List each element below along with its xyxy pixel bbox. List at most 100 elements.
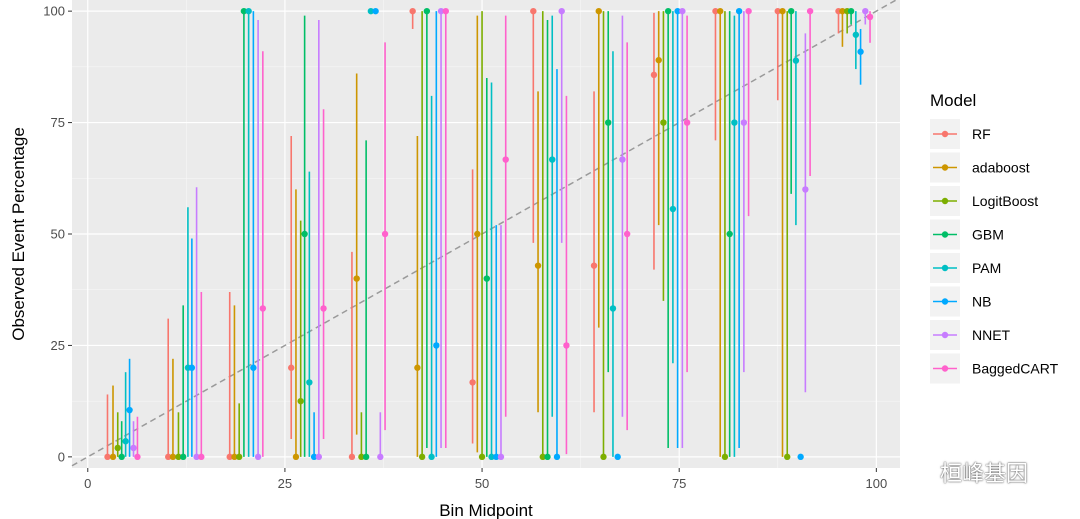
legend-item-gbm: GBM [930, 219, 1004, 250]
legend-label: NNET [972, 327, 1011, 343]
series-adaboost [109, 7, 846, 461]
data-point [320, 305, 327, 312]
data-point [731, 119, 738, 126]
data-point [774, 7, 781, 15]
data-point [619, 156, 626, 163]
data-point [250, 364, 257, 371]
data-point [423, 7, 431, 15]
legend-key-point [941, 197, 949, 205]
data-point [134, 453, 141, 461]
data-point [231, 453, 238, 461]
x-tick-label: 100 [865, 476, 887, 491]
data-point [478, 453, 486, 461]
data-point [539, 453, 546, 461]
x-axis-ticks: 0 25 50 75 100 [84, 468, 887, 491]
data-point [650, 71, 658, 79]
data-point [549, 156, 556, 163]
data-point [414, 364, 421, 371]
legend-label: PAM [972, 260, 1001, 276]
data-point [169, 453, 177, 461]
legend-title: Model [930, 91, 976, 110]
legend-key-point [941, 130, 949, 138]
data-point [784, 453, 791, 461]
data-point [862, 7, 869, 15]
data-point [315, 453, 323, 461]
y-axis-ticks: 0 25 50 75 100 [43, 4, 72, 464]
data-point [721, 453, 729, 461]
legend-label: LogitBoost [972, 193, 1038, 209]
data-point [614, 453, 621, 461]
data-point [600, 453, 607, 461]
data-point [745, 7, 752, 15]
data-point [226, 453, 233, 461]
watermark: 桓峰基因 [904, 456, 1028, 488]
data-point [198, 453, 205, 461]
legend: Model RF adaboost LogitBoost GBM PAM NB NNET Ba… [930, 91, 1059, 384]
legend-item-baggedcart: BaggedCART [930, 353, 1059, 384]
legend-key-point [941, 365, 949, 372]
data-point [595, 7, 602, 15]
data-point [130, 444, 137, 452]
y-tick-label: 100 [43, 4, 65, 19]
legend-label: GBM [972, 227, 1004, 243]
legend-key-point [941, 298, 949, 305]
data-point [655, 56, 662, 64]
data-point [165, 453, 172, 461]
data-point [104, 453, 111, 461]
series-logitboost [114, 7, 851, 461]
data-point [348, 453, 356, 461]
y-tick-label: 0 [58, 449, 65, 464]
data-point [483, 275, 490, 282]
data-point [114, 444, 121, 452]
data-point [493, 453, 500, 461]
data-point [735, 7, 743, 15]
data-point [866, 13, 874, 21]
data-point [847, 7, 855, 15]
data-point [497, 453, 505, 461]
data-point [502, 156, 509, 163]
data-point [717, 7, 724, 15]
series-gbm [118, 7, 855, 461]
data-point [175, 453, 182, 461]
legend-key-point [941, 331, 949, 339]
data-point [381, 230, 389, 238]
data-point [792, 57, 800, 64]
legend-label: adaboost [972, 160, 1030, 176]
x-tick-label: 0 [84, 476, 91, 491]
legend-item-nnet: NNET [930, 320, 1011, 350]
data-point [469, 379, 476, 386]
data-point [797, 453, 804, 461]
data-point [563, 342, 570, 349]
data-point [712, 7, 719, 15]
data-point [418, 453, 426, 461]
data-point [240, 7, 248, 15]
data-point [609, 305, 617, 312]
x-tick-label: 25 [278, 476, 292, 491]
data-point [259, 305, 267, 312]
data-point [605, 119, 612, 126]
data-point [372, 7, 379, 15]
series-baggedcart [134, 7, 874, 461]
series-nb [126, 7, 864, 461]
data-point [235, 453, 243, 461]
data-point [109, 453, 117, 461]
data-point [353, 275, 360, 282]
data-point [530, 7, 537, 15]
data-point [118, 453, 125, 461]
x-tick-label: 75 [672, 476, 686, 491]
legend-label: RF [972, 126, 991, 142]
data-point [779, 7, 786, 15]
data-point [839, 7, 846, 15]
data-point [367, 7, 375, 15]
legend-key-point [941, 231, 949, 238]
data-point [306, 379, 313, 386]
data-point [433, 342, 440, 349]
wechat-icon [905, 461, 933, 483]
legend-item-rf: RF [930, 119, 991, 149]
data-point [193, 453, 200, 461]
data-point [726, 230, 733, 238]
data-point [623, 230, 631, 238]
legend-label: BaggedCART [972, 361, 1059, 377]
data-point [301, 230, 308, 238]
